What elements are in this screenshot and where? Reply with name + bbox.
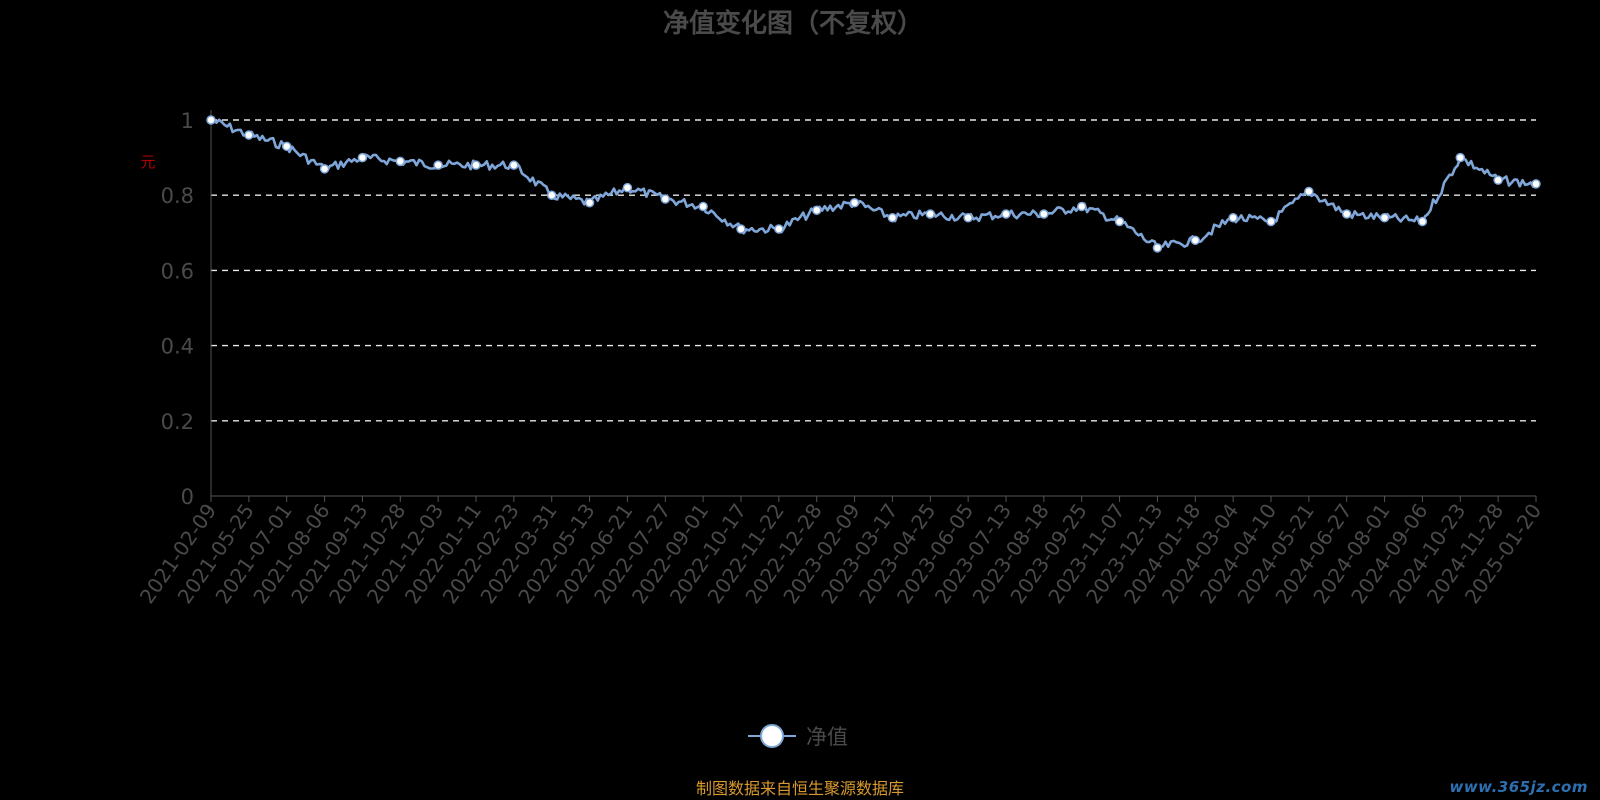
data-point[interactable] [1114, 216, 1125, 227]
legend[interactable]: 净值 [748, 724, 848, 749]
y-axis: 0 0.2 0.4 0.6 0.8 1 [161, 109, 212, 509]
data-point[interactable] [1379, 213, 1390, 223]
watermark: www.365jz.com [1449, 778, 1588, 796]
legend-label: 净值 [806, 725, 848, 749]
data-point[interactable] [1341, 209, 1352, 219]
data-point[interactable] [849, 197, 860, 208]
data-point[interactable] [244, 130, 254, 140]
y-tick-label: 0.2 [161, 410, 194, 434]
y-axis-unit-mark: 元 [140, 153, 155, 171]
source-note: 制图数据来自恒生聚源数据库 [696, 779, 904, 798]
data-point[interactable] [1417, 216, 1428, 227]
data-point[interactable] [1266, 216, 1276, 227]
data-point[interactable] [206, 115, 216, 125]
data-point[interactable] [584, 197, 595, 208]
y-tick-label: 1 [181, 109, 194, 133]
y-tick-label: 0.4 [161, 335, 194, 359]
data-point[interactable] [281, 141, 292, 152]
data-point[interactable] [1190, 235, 1201, 246]
data-point[interactable] [357, 152, 368, 163]
y-tick-label: 0.8 [161, 184, 194, 208]
data-point[interactable] [736, 224, 746, 234]
data-point[interactable] [395, 156, 406, 167]
data-point[interactable] [925, 209, 936, 219]
data-point[interactable] [1001, 209, 1011, 219]
y-tick-label: 0.6 [161, 259, 194, 283]
data-point[interactable] [622, 182, 633, 193]
x-axis: 2021-02-092021-05-252021-07-012021-08-06… [135, 495, 1546, 608]
data-point[interactable] [774, 224, 784, 234]
data-point[interactable] [319, 164, 330, 174]
legend-marker-icon [760, 724, 784, 748]
series-layer [206, 115, 1541, 253]
grid-lines [211, 119, 1536, 422]
data-point[interactable] [509, 160, 519, 170]
data-point[interactable] [660, 194, 671, 204]
series-line [210, 118, 1537, 250]
data-point[interactable] [698, 201, 708, 212]
data-point[interactable] [471, 160, 481, 170]
data-point[interactable] [811, 205, 822, 215]
data-point[interactable] [887, 213, 898, 223]
data-point[interactable] [546, 190, 557, 200]
data-point[interactable] [1493, 175, 1503, 185]
y-tick-label: 0 [181, 485, 194, 509]
data-point[interactable] [963, 213, 973, 223]
data-point[interactable] [1039, 209, 1049, 219]
chart-title: 净值变化图（不复权） [663, 8, 923, 39]
data-point[interactable] [1152, 243, 1163, 253]
data-point[interactable] [1304, 186, 1314, 197]
data-point[interactable] [1455, 152, 1466, 163]
data-point[interactable] [1531, 179, 1541, 189]
data-point[interactable] [1076, 201, 1087, 212]
data-point[interactable] [1228, 213, 1238, 223]
data-point[interactable] [433, 160, 443, 170]
